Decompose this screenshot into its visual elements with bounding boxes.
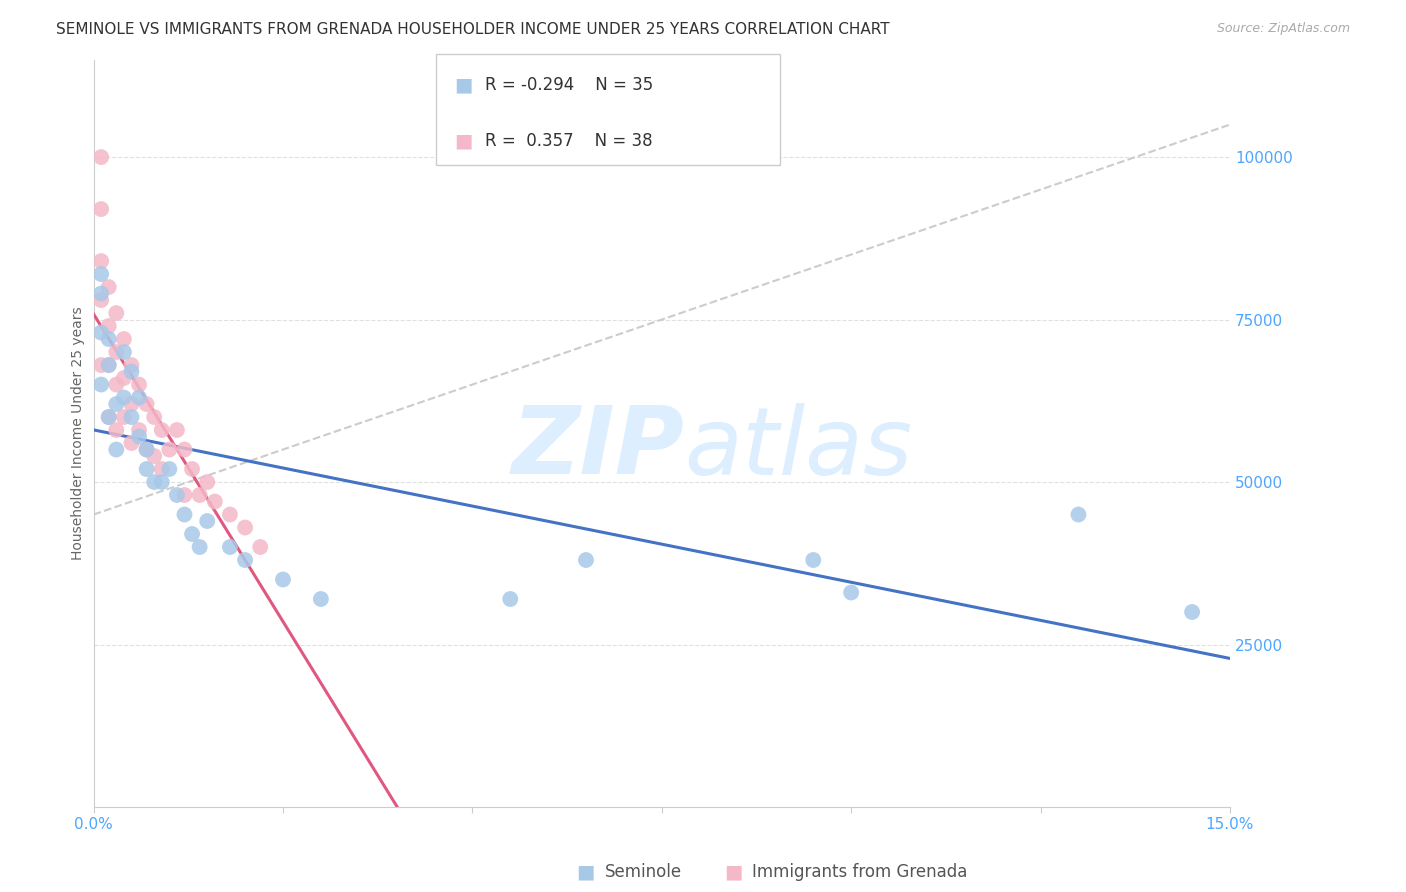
Point — [90, 293, 112, 307]
Point — [204, 494, 226, 508]
Point — [233, 520, 256, 534]
Point — [575, 553, 598, 567]
Text: Source: ZipAtlas.com: Source: ZipAtlas.com — [1216, 22, 1350, 36]
Point — [97, 410, 120, 425]
Point — [150, 423, 173, 437]
Point — [135, 442, 157, 457]
Point — [112, 391, 135, 405]
Point — [499, 592, 522, 607]
Text: ■: ■ — [576, 863, 595, 882]
Point — [150, 475, 173, 489]
Point — [157, 442, 180, 457]
Point — [90, 254, 112, 268]
Point — [195, 514, 218, 528]
Point — [219, 540, 242, 554]
Text: atlas: atlas — [685, 403, 912, 494]
Point — [120, 397, 142, 411]
Point — [188, 540, 211, 554]
Text: SEMINOLE VS IMMIGRANTS FROM GRENADA HOUSEHOLDER INCOME UNDER 25 YEARS CORRELATIO: SEMINOLE VS IMMIGRANTS FROM GRENADA HOUS… — [56, 22, 890, 37]
Point — [249, 540, 271, 554]
Point — [166, 423, 188, 437]
Text: R =  0.357    N = 38: R = 0.357 N = 38 — [485, 132, 652, 150]
Point — [120, 436, 142, 450]
Point — [271, 573, 294, 587]
Point — [128, 429, 150, 443]
Point — [173, 442, 195, 457]
Point — [90, 286, 112, 301]
Point — [105, 397, 128, 411]
Point — [90, 358, 112, 372]
Point — [90, 326, 112, 340]
Point — [166, 488, 188, 502]
Point — [181, 527, 204, 541]
Point — [97, 358, 120, 372]
Point — [839, 585, 862, 599]
Point — [150, 462, 173, 476]
Point — [143, 475, 166, 489]
Point — [105, 377, 128, 392]
Text: R = -0.294    N = 35: R = -0.294 N = 35 — [485, 76, 654, 94]
Point — [105, 423, 128, 437]
Point — [188, 488, 211, 502]
Point — [112, 371, 135, 385]
Point — [105, 442, 128, 457]
Point — [105, 306, 128, 320]
Point — [128, 377, 150, 392]
Point — [97, 358, 120, 372]
Point — [90, 202, 112, 216]
Point — [97, 332, 120, 346]
Point — [801, 553, 824, 567]
Point — [128, 423, 150, 437]
Point — [233, 553, 256, 567]
Point — [309, 592, 332, 607]
Point — [173, 488, 195, 502]
Point — [90, 377, 112, 392]
Point — [97, 319, 120, 334]
Point — [105, 345, 128, 359]
Text: Seminole: Seminole — [605, 863, 682, 881]
Point — [120, 358, 142, 372]
Point — [128, 391, 150, 405]
Point — [143, 449, 166, 463]
Point — [173, 508, 195, 522]
Point — [97, 410, 120, 425]
Text: ■: ■ — [454, 131, 472, 151]
Point — [157, 462, 180, 476]
Point — [90, 267, 112, 281]
Text: ZIP: ZIP — [512, 402, 685, 494]
Point — [135, 397, 157, 411]
Point — [112, 345, 135, 359]
Point — [112, 410, 135, 425]
Y-axis label: Householder Income Under 25 years: Householder Income Under 25 years — [72, 307, 86, 560]
Point — [97, 280, 120, 294]
Text: ■: ■ — [724, 863, 742, 882]
Point — [120, 365, 142, 379]
Text: ■: ■ — [454, 75, 472, 95]
Point — [90, 150, 112, 164]
Point — [1181, 605, 1204, 619]
Point — [112, 332, 135, 346]
Point — [219, 508, 242, 522]
Point — [135, 442, 157, 457]
Point — [135, 462, 157, 476]
Point — [1067, 508, 1090, 522]
Text: Immigrants from Grenada: Immigrants from Grenada — [752, 863, 967, 881]
Point — [181, 462, 204, 476]
Point — [120, 410, 142, 425]
Point — [195, 475, 218, 489]
Point — [143, 410, 166, 425]
